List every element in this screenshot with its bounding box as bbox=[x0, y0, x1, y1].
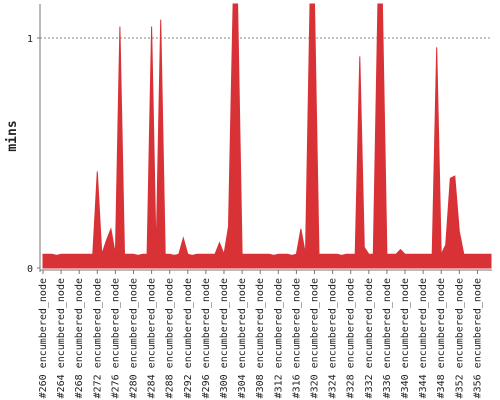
x-tick-label: #300 encumbered_node bbox=[219, 278, 230, 398]
y-tick-label: 0 bbox=[27, 264, 33, 275]
x-tick-label: #284 encumbered_node bbox=[147, 278, 158, 398]
x-tick-label: #268 encumbered_node bbox=[74, 278, 85, 398]
y-axis-label: mins bbox=[5, 120, 20, 151]
x-tick-label: #356 encumbered_node bbox=[472, 278, 483, 398]
x-tick-label: #352 encumbered_node bbox=[454, 278, 465, 398]
x-tick-label: #340 encumbered_node bbox=[400, 278, 411, 398]
y-tick-label: 1 bbox=[27, 34, 33, 45]
x-tick-label: #312 encumbered_node bbox=[273, 278, 284, 398]
x-tick-label: #276 encumbered_node bbox=[110, 278, 121, 398]
x-tick-label: #272 encumbered_node bbox=[92, 278, 103, 398]
x-tick-label: #348 encumbered_node bbox=[436, 278, 447, 398]
x-tick-label: #296 encumbered_node bbox=[201, 278, 212, 398]
x-tick-label: #344 encumbered_node bbox=[418, 278, 429, 398]
x-tick-label: #280 encumbered_node bbox=[129, 278, 140, 398]
x-tick-label: #336 encumbered_node bbox=[382, 278, 393, 398]
x-tick-label: #260 encumbered_node bbox=[38, 278, 49, 398]
x-tick-label: #308 encumbered_node bbox=[255, 278, 266, 398]
x-ticks: #260 encumbered_node #264 encumbered_node… bbox=[38, 270, 483, 398]
x-tick-label: #320 encumbered_node bbox=[310, 278, 321, 398]
x-tick-label: #264 encumbered_node bbox=[56, 278, 67, 398]
x-tick-label: #316 encumbered_node bbox=[291, 278, 302, 398]
x-tick-label: #288 encumbered_node bbox=[165, 278, 176, 398]
x-tick-label: #304 encumbered_node bbox=[237, 278, 248, 398]
y-ticks: 01 bbox=[27, 34, 40, 275]
x-tick-label: #332 encumbered_node bbox=[364, 278, 375, 398]
x-tick-label: #292 encumbered_node bbox=[183, 278, 194, 398]
x-tick-label: #328 encumbered_node bbox=[346, 278, 357, 398]
x-tick-label: #324 encumbered_node bbox=[328, 278, 339, 398]
area-series bbox=[42, 3, 492, 269]
